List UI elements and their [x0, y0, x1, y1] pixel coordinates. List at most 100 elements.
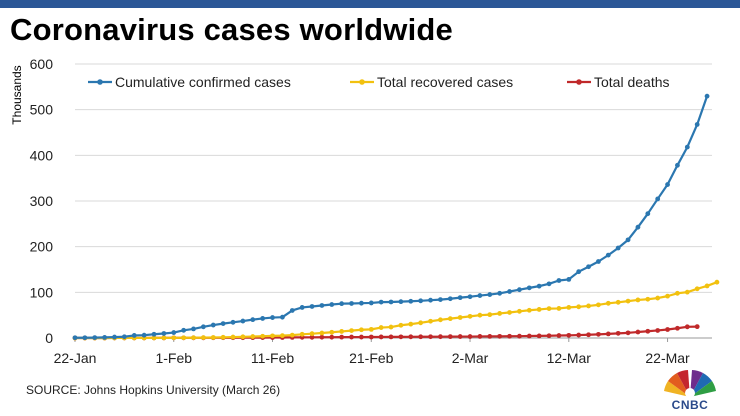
data-point: [230, 334, 236, 340]
data-point: [566, 332, 572, 338]
data-point: [457, 315, 463, 320]
y-tick-label: 400: [30, 147, 54, 163]
data-point: [526, 285, 532, 291]
data-point: [694, 122, 700, 127]
series-total-recovered-cases: [72, 279, 720, 341]
data-point: [447, 296, 453, 302]
chart-title: Coronavirus cases worldwide: [10, 12, 453, 47]
data-point: [655, 328, 661, 333]
data-point: [378, 334, 384, 340]
y-tick-label: 500: [30, 102, 54, 118]
data-point: [161, 331, 167, 336]
data-point: [576, 332, 582, 338]
data-point: [368, 300, 374, 306]
data-point: [645, 328, 651, 334]
data-point: [131, 333, 137, 338]
data-point: [368, 334, 374, 340]
y-tick-label: 200: [30, 239, 54, 255]
data-point: [526, 333, 532, 339]
legend-item: Total deaths: [567, 74, 670, 90]
data-point: [536, 333, 542, 339]
data-point: [329, 334, 335, 340]
data-point: [200, 324, 206, 330]
x-tick-label: 11-Feb: [251, 350, 295, 366]
data-point: [665, 293, 670, 299]
data-point: [675, 162, 680, 168]
data-point: [82, 335, 88, 341]
data-point: [359, 334, 364, 340]
data-point: [605, 331, 611, 337]
data-point: [270, 333, 275, 339]
data-point: [428, 318, 433, 324]
data-point: [408, 321, 414, 327]
data-point: [250, 334, 256, 339]
data-point: [625, 330, 631, 336]
data-point: [428, 334, 433, 340]
legend-marker: [97, 79, 103, 85]
data-point: [329, 329, 335, 335]
data-point: [250, 317, 256, 323]
data-point: [408, 334, 414, 340]
data-point: [507, 310, 512, 315]
data-point: [487, 334, 493, 339]
data-point: [684, 324, 690, 330]
data-point: [605, 252, 611, 258]
x-tick-label: 21-Feb: [349, 350, 394, 366]
data-point: [200, 335, 206, 340]
data-point: [694, 286, 700, 292]
series-cumulative-confirmed-cases: [72, 93, 710, 341]
data-point: [457, 334, 463, 339]
data-point: [467, 294, 473, 300]
data-point: [339, 334, 345, 340]
data-point: [576, 304, 582, 310]
top-accent-bar: [0, 0, 740, 8]
data-point: [447, 316, 453, 322]
data-point: [526, 307, 532, 313]
data-point: [92, 335, 98, 340]
data-point: [102, 335, 108, 340]
data-point: [438, 334, 443, 340]
data-point: [645, 296, 651, 302]
data-point: [447, 334, 453, 340]
legend-item: Cumulative confirmed cases: [88, 74, 291, 90]
data-point: [684, 289, 690, 295]
data-point: [566, 277, 572, 282]
data-point: [418, 334, 424, 340]
data-point: [497, 290, 503, 296]
data-point: [675, 325, 680, 331]
data-point: [704, 283, 710, 289]
x-tick-label: 12-Mar: [547, 350, 592, 366]
data-point: [388, 299, 394, 305]
data-point: [477, 293, 483, 298]
data-point: [299, 305, 305, 310]
data-point: [655, 196, 661, 202]
data-point: [240, 334, 246, 340]
data-point: [309, 334, 315, 340]
data-point: [596, 331, 601, 337]
data-point: [487, 312, 493, 318]
source-note: SOURCE: Johns Hopkins University (March …: [26, 383, 281, 397]
data-point: [714, 279, 720, 285]
data-point: [398, 299, 404, 305]
data-point: [507, 333, 512, 339]
data-point: [615, 299, 621, 305]
data-point: [112, 334, 117, 340]
data-point: [645, 211, 651, 217]
data-point: [299, 331, 305, 337]
logo-text: CNBC: [671, 398, 709, 412]
y-axis-label: Thousands: [10, 65, 24, 124]
data-point: [388, 324, 394, 330]
data-point: [675, 290, 680, 296]
y-tick-label: 100: [30, 284, 54, 300]
data-point: [210, 322, 216, 328]
data-point: [556, 306, 562, 311]
data-point: [536, 283, 542, 289]
data-point: [319, 303, 325, 308]
legend-label: Total deaths: [594, 74, 670, 90]
data-point: [556, 278, 562, 283]
data-point: [121, 334, 127, 340]
data-point: [289, 332, 295, 338]
data-point: [467, 313, 473, 319]
data-point: [457, 295, 463, 301]
data-point: [615, 330, 621, 336]
